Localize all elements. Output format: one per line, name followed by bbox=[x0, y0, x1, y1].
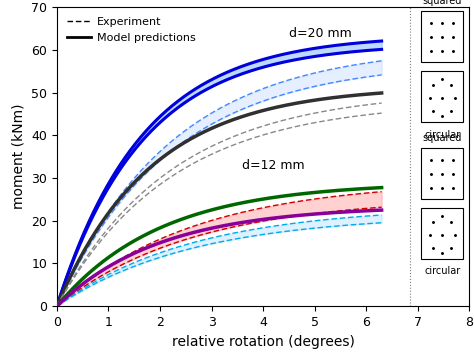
Bar bbox=[421, 71, 463, 122]
Text: squared: squared bbox=[422, 0, 462, 6]
Legend: Experiment, Model predictions: Experiment, Model predictions bbox=[63, 13, 200, 47]
Bar bbox=[421, 12, 463, 62]
Text: squared: squared bbox=[422, 133, 462, 143]
Text: circular: circular bbox=[424, 266, 460, 276]
Text: d=12 mm: d=12 mm bbox=[242, 159, 305, 172]
Bar bbox=[421, 208, 463, 259]
Bar bbox=[421, 148, 463, 199]
Text: circular: circular bbox=[424, 130, 460, 140]
Y-axis label: moment (kNm): moment (kNm) bbox=[11, 104, 26, 209]
X-axis label: relative rotation (degrees): relative rotation (degrees) bbox=[172, 334, 355, 348]
Text: d=20 mm: d=20 mm bbox=[289, 27, 352, 40]
